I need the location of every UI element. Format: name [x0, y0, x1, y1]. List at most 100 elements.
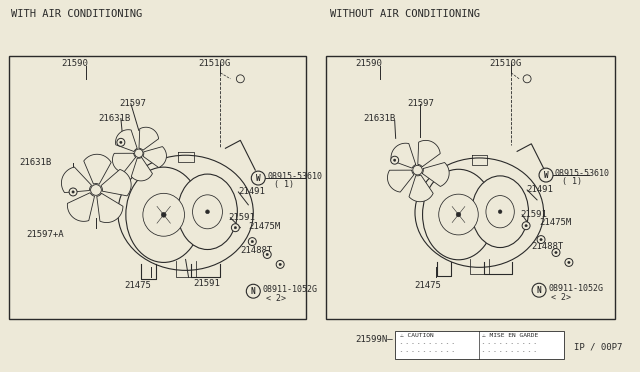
Text: ⚠ MISE EN GARDE: ⚠ MISE EN GARDE	[483, 333, 538, 338]
Text: 21488T: 21488T	[531, 241, 563, 251]
Text: ⚠ CAUTION: ⚠ CAUTION	[399, 333, 433, 338]
Text: ( 1): ( 1)	[274, 180, 294, 189]
Bar	[10, 56, 306, 319]
Text: 21597: 21597	[119, 99, 146, 108]
Circle shape	[246, 284, 260, 298]
Circle shape	[134, 149, 143, 157]
Circle shape	[161, 212, 166, 217]
Text: 21591: 21591	[228, 213, 255, 222]
Circle shape	[276, 260, 284, 268]
Circle shape	[532, 283, 546, 297]
Text: 08911-1052G: 08911-1052G	[548, 284, 603, 293]
Polygon shape	[391, 143, 416, 168]
Circle shape	[236, 75, 244, 83]
Circle shape	[234, 227, 237, 229]
Text: W: W	[544, 171, 548, 180]
Text: N: N	[537, 286, 541, 295]
Ellipse shape	[422, 169, 495, 260]
Text: W: W	[256, 174, 260, 183]
Polygon shape	[116, 130, 137, 151]
Ellipse shape	[143, 193, 184, 236]
Polygon shape	[67, 193, 95, 221]
Polygon shape	[143, 147, 166, 167]
Circle shape	[540, 238, 542, 241]
Ellipse shape	[178, 174, 237, 250]
Text: 21591: 21591	[193, 279, 220, 288]
Text: 21631B: 21631B	[364, 113, 396, 122]
Text: < 2>: < 2>	[551, 293, 571, 302]
Circle shape	[263, 250, 271, 259]
Circle shape	[565, 259, 573, 266]
Circle shape	[525, 225, 527, 227]
Ellipse shape	[486, 196, 515, 228]
Polygon shape	[422, 163, 449, 186]
Text: 08915-53610: 08915-53610	[555, 169, 610, 178]
Text: 21590: 21590	[61, 59, 88, 68]
Circle shape	[568, 261, 570, 264]
Text: 21475M: 21475M	[539, 218, 572, 227]
Text: N: N	[251, 287, 255, 296]
Text: 21591: 21591	[520, 210, 547, 219]
Polygon shape	[139, 127, 159, 150]
Text: - - - - - - - - - -: - - - - - - - - - -	[399, 341, 454, 346]
Circle shape	[498, 210, 502, 214]
Circle shape	[552, 248, 560, 256]
Polygon shape	[113, 153, 136, 173]
Text: 08911-1052G: 08911-1052G	[262, 285, 317, 294]
Circle shape	[390, 156, 399, 164]
Bar	[326, 56, 614, 319]
Text: 21599N—: 21599N—	[355, 335, 392, 344]
Text: 21475M: 21475M	[248, 222, 280, 231]
Ellipse shape	[193, 195, 223, 229]
Text: 21475: 21475	[415, 281, 442, 290]
Circle shape	[413, 166, 422, 175]
Circle shape	[394, 159, 396, 161]
Circle shape	[72, 191, 74, 193]
Text: WITHOUT AIR CONDITIONING: WITHOUT AIR CONDITIONING	[330, 9, 480, 19]
Text: 21475: 21475	[124, 281, 151, 290]
Circle shape	[266, 253, 268, 256]
Text: 21631B: 21631B	[98, 113, 130, 122]
Circle shape	[522, 222, 530, 230]
Text: 21510G: 21510G	[198, 59, 231, 68]
Text: 21491: 21491	[238, 187, 265, 196]
Circle shape	[120, 141, 122, 144]
Circle shape	[252, 171, 265, 185]
Text: 21590: 21590	[355, 59, 381, 68]
Ellipse shape	[439, 194, 478, 235]
Ellipse shape	[118, 155, 253, 270]
Text: - - - - - - - - - -: - - - - - - - - - -	[483, 349, 537, 354]
Text: - - - - - - - - - -: - - - - - - - - - -	[399, 349, 454, 354]
Circle shape	[523, 75, 531, 83]
Circle shape	[456, 212, 461, 217]
Text: 21597+A: 21597+A	[26, 230, 64, 239]
Circle shape	[279, 263, 282, 266]
Circle shape	[248, 238, 256, 246]
Text: WITH AIR CONDITIONING: WITH AIR CONDITIONING	[12, 9, 143, 19]
Polygon shape	[97, 193, 123, 222]
Circle shape	[69, 188, 77, 196]
Text: IP / 00P7: IP / 00P7	[574, 343, 622, 352]
Circle shape	[555, 251, 557, 254]
Polygon shape	[409, 175, 433, 202]
Ellipse shape	[472, 176, 529, 247]
Circle shape	[537, 235, 545, 244]
Circle shape	[205, 210, 209, 214]
Text: 08915-53610: 08915-53610	[268, 172, 322, 181]
Polygon shape	[101, 169, 131, 196]
Bar	[395, 331, 564, 359]
Text: 21491: 21491	[526, 185, 553, 194]
Text: < 2>: < 2>	[266, 294, 286, 303]
Polygon shape	[61, 167, 92, 193]
Polygon shape	[84, 154, 111, 185]
Polygon shape	[131, 157, 152, 181]
Text: 21510G: 21510G	[489, 59, 522, 68]
Ellipse shape	[415, 158, 543, 267]
Circle shape	[117, 138, 125, 146]
Circle shape	[232, 224, 239, 232]
Text: - - - - - - - - - -: - - - - - - - - - -	[483, 341, 537, 346]
Text: 21631B: 21631B	[19, 158, 52, 167]
Ellipse shape	[126, 167, 202, 262]
Circle shape	[539, 168, 553, 182]
Text: ( 1): ( 1)	[562, 177, 582, 186]
